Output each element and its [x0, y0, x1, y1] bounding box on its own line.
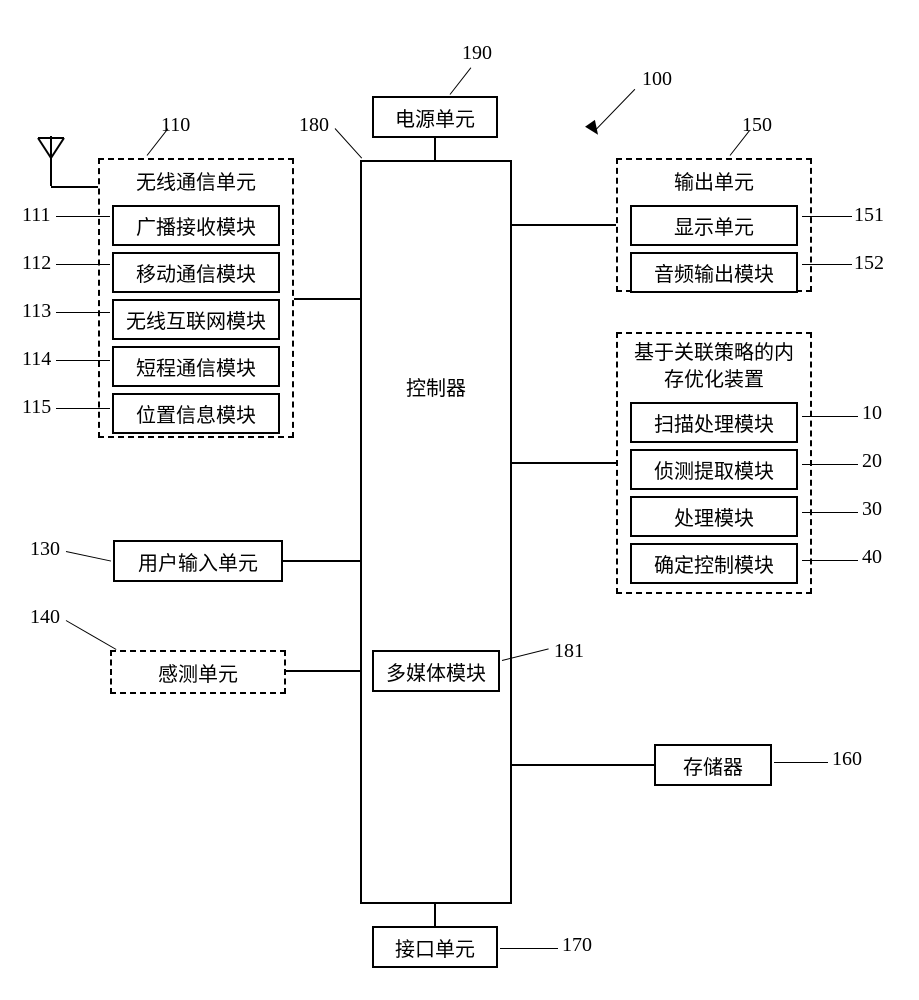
ref-180: 180 — [299, 114, 329, 137]
output-module-0: 显示单元 — [630, 205, 798, 246]
wireless-module-4: 位置信息模块 — [112, 393, 280, 434]
leader-line — [335, 128, 363, 158]
output-module-1: 音频输出模块 — [630, 252, 798, 293]
connector-line — [434, 904, 436, 926]
mem-opt-module-2: 处理模块 — [630, 496, 798, 537]
wireless-module-0: 广播接收模块 — [112, 205, 280, 246]
ref-115: 115 — [22, 396, 51, 419]
ref-30: 30 — [862, 498, 882, 521]
user-input-box: 用户输入单元 — [113, 540, 283, 582]
ref-114: 114 — [22, 348, 51, 371]
ref-151: 151 — [854, 204, 884, 227]
leader-line — [802, 464, 858, 465]
leader-line — [774, 762, 828, 763]
connector-line — [283, 560, 360, 562]
power-unit-label: 电源单元 — [395, 103, 475, 132]
ref-113: 113 — [22, 300, 51, 323]
leader-line — [56, 360, 110, 361]
ref-20: 20 — [862, 450, 882, 473]
wireless-module-3: 短程通信模块 — [112, 346, 280, 387]
wireless-module-1: 移动通信模块 — [112, 252, 280, 293]
interface-label: 接口单元 — [395, 933, 475, 962]
leader-line — [147, 128, 169, 155]
storage-label: 存储器 — [683, 751, 743, 780]
leader-line — [66, 620, 117, 650]
ref-112: 112 — [22, 252, 51, 275]
leader-line — [56, 408, 110, 409]
multimedia-box: 多媒体模块 — [372, 650, 500, 692]
leader-line — [56, 312, 110, 313]
ref-170: 170 — [562, 934, 592, 957]
ref-10: 10 — [862, 402, 882, 425]
mem-opt-module-1: 侦测提取模块 — [630, 449, 798, 490]
ref-40: 40 — [862, 546, 882, 569]
output-title: 输出单元 — [618, 160, 810, 199]
connector-line — [51, 186, 99, 188]
storage-box: 存储器 — [654, 744, 772, 786]
controller-label: 控制器 — [406, 378, 466, 400]
leader-line — [802, 264, 852, 265]
ref-181: 181 — [554, 640, 584, 663]
leader-line — [56, 216, 110, 217]
leader-line — [730, 130, 750, 156]
leader-line — [802, 560, 858, 561]
connector-line — [512, 764, 654, 766]
ref-152: 152 — [854, 252, 884, 275]
ref-130: 130 — [30, 538, 60, 561]
leader-line — [500, 948, 558, 949]
controller-box: 控制器 — [360, 160, 512, 904]
leader-line — [802, 416, 858, 417]
output-unit-box: 输出单元 显示单元 音频输出模块 — [616, 158, 812, 292]
ref-190: 190 — [462, 42, 492, 65]
multimedia-label: 多媒体模块 — [386, 657, 486, 686]
mem-opt-module-3: 确定控制模块 — [630, 543, 798, 584]
interface-unit-box: 接口单元 — [372, 926, 498, 968]
wireless-title: 无线通信单元 — [100, 160, 292, 199]
wireless-module-2: 无线互联网模块 — [112, 299, 280, 340]
user-input-label: 用户输入单元 — [138, 547, 258, 576]
connector-line — [434, 138, 436, 160]
connector-line — [512, 224, 616, 226]
sensing-label: 感测单元 — [158, 658, 238, 687]
leader-line — [56, 264, 110, 265]
mem-opt-module-0: 扫描处理模块 — [630, 402, 798, 443]
power-unit-box: 电源单元 — [372, 96, 498, 138]
antenna-icon — [36, 136, 66, 188]
wireless-unit-box: 无线通信单元 广播接收模块 移动通信模块 无线互联网模块 短程通信模块 位置信息… — [98, 158, 294, 438]
connector-line — [286, 670, 360, 672]
ref-160: 160 — [832, 748, 862, 771]
mem-opt-box: 基于关联策略的内存优化装置 扫描处理模块 侦测提取模块 处理模块 确定控制模块 — [616, 332, 812, 594]
leader-line — [802, 512, 858, 513]
ref-110: 110 — [161, 114, 190, 137]
leader-line — [802, 216, 852, 217]
ref-140: 140 — [30, 606, 60, 629]
ref-111: 111 — [22, 204, 51, 227]
leader-line — [66, 551, 111, 562]
mem-opt-title: 基于关联策略的内存优化装置 — [618, 334, 810, 396]
connector-line — [512, 462, 616, 464]
connector-line — [294, 298, 360, 300]
leader-line — [596, 89, 636, 130]
sensing-unit-box: 感测单元 — [110, 650, 286, 694]
ref-100: 100 — [642, 68, 672, 91]
leader-line — [450, 67, 472, 94]
